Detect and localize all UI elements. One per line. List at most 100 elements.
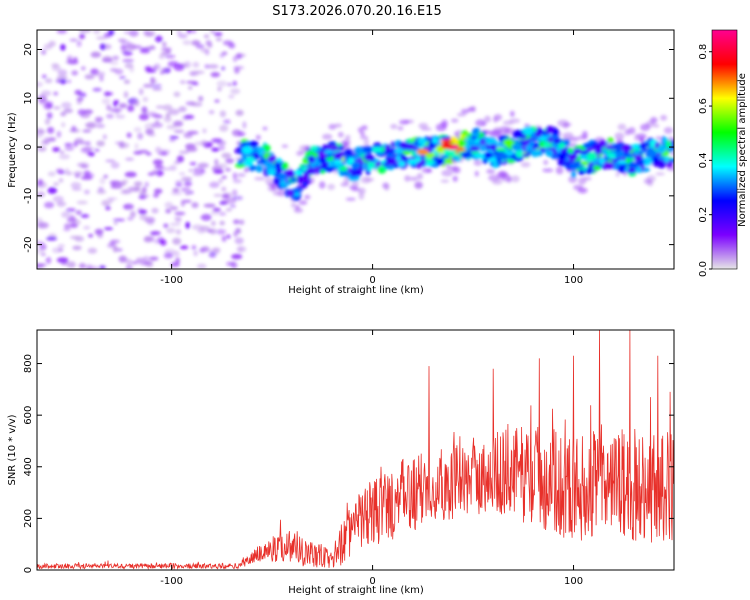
noise-speckle xyxy=(226,261,236,266)
noise-speckle xyxy=(92,87,102,92)
colorbar-label: Normalized spectral amplitude xyxy=(737,73,748,227)
ridge-cell xyxy=(627,162,639,169)
noise-speckle xyxy=(192,172,204,177)
ridge-halo xyxy=(281,144,289,148)
ridge-cell xyxy=(637,158,645,166)
ridge-halo xyxy=(474,170,479,177)
noise-speckle xyxy=(37,179,44,186)
ridge-halo xyxy=(349,185,359,190)
noise-speckle xyxy=(52,247,62,254)
noise-speckle xyxy=(163,252,174,259)
ridge-halo xyxy=(296,150,304,156)
noise-speckle xyxy=(210,72,221,78)
noise-speckle xyxy=(73,171,84,176)
ridge-cell xyxy=(384,144,391,151)
ridge-halo xyxy=(473,159,482,166)
noise-speckle xyxy=(232,172,238,180)
ridge-cell xyxy=(320,165,330,170)
noise-speckle xyxy=(44,201,55,209)
noise-speckle xyxy=(103,174,108,179)
ridge-halo xyxy=(358,192,365,200)
noise-speckle xyxy=(147,172,155,176)
noise-speckle xyxy=(115,114,126,119)
noise-speckle xyxy=(39,243,47,251)
noise-speckle xyxy=(189,101,196,106)
noise-speckle xyxy=(99,265,106,269)
noise-speckle xyxy=(99,177,106,185)
noise-speckle xyxy=(169,165,177,171)
noise-speckle xyxy=(191,202,199,209)
ridge-halo xyxy=(334,123,342,128)
ridge-cell xyxy=(455,155,461,162)
noise-speckle xyxy=(232,195,244,201)
ridge-halo xyxy=(454,132,460,138)
noise-speckle xyxy=(127,205,134,210)
ridge-halo xyxy=(510,175,520,183)
noise-speckle xyxy=(84,75,95,79)
noise-speckle xyxy=(145,111,158,116)
noise-speckle xyxy=(213,194,223,197)
noise-speckle xyxy=(127,216,134,221)
noise-speckle xyxy=(180,187,191,193)
noise-speckle xyxy=(144,181,149,188)
noise-speckle xyxy=(65,208,77,212)
ridge-halo xyxy=(655,172,665,176)
ridge-cell xyxy=(425,152,435,159)
noise-speckle xyxy=(169,222,181,227)
noise-speckle xyxy=(81,66,86,71)
noise-speckle xyxy=(201,246,210,253)
ridge-cell xyxy=(237,159,243,165)
ridge-halo xyxy=(322,133,333,140)
noise-speckle xyxy=(129,30,139,37)
ridge-cell xyxy=(339,165,348,172)
noise-speckle xyxy=(170,206,179,211)
noise-speckle xyxy=(47,126,55,134)
ridge-cell xyxy=(399,142,410,150)
noise-speckle xyxy=(53,182,59,186)
noise-speckle xyxy=(184,180,192,187)
noise-speckle xyxy=(193,167,205,174)
ridge-halo xyxy=(640,123,651,131)
noise-speckle xyxy=(69,38,78,42)
noise-speckle xyxy=(155,146,162,154)
noise-speckle xyxy=(221,235,227,242)
noise-speckle xyxy=(76,97,84,102)
noise-speckle xyxy=(133,127,142,133)
ridge-cell xyxy=(642,148,649,152)
ridge-halo xyxy=(244,165,250,173)
noise-speckle xyxy=(228,42,236,49)
noise-speckle xyxy=(238,246,243,254)
noise-speckle xyxy=(57,244,65,248)
ridge-cell xyxy=(592,159,598,166)
noise-speckle xyxy=(200,140,208,146)
ridge-cell xyxy=(607,137,614,143)
ridge-halo xyxy=(509,110,515,117)
noise-speckle xyxy=(219,110,227,118)
noise-speckle xyxy=(141,106,148,114)
colorbar-tick-label: 0.4 xyxy=(698,152,709,168)
noise-speckle xyxy=(232,189,238,197)
spectrogram-ytick-label: -20 xyxy=(23,236,34,252)
noise-speckle xyxy=(204,48,210,56)
ridge-cell xyxy=(305,167,315,175)
ridge-halo xyxy=(452,175,458,182)
ridge-cell xyxy=(281,162,289,170)
noise-speckle xyxy=(172,188,180,193)
noise-speckle xyxy=(225,208,233,212)
noise-speckle xyxy=(185,221,190,229)
noise-speckle xyxy=(101,200,111,207)
noise-speckle xyxy=(178,106,187,113)
spectrogram-ytick-label: 10 xyxy=(23,92,34,105)
snr-xtick-label: 0 xyxy=(369,576,375,587)
ridge-halo xyxy=(484,115,491,123)
noise-speckle xyxy=(109,180,121,185)
ridge-cell xyxy=(557,152,567,161)
noise-speckle xyxy=(64,145,75,151)
snr-xlabel: Height of straight line (km) xyxy=(288,585,424,596)
ridge-halo xyxy=(555,166,564,175)
ridge-cell xyxy=(417,137,428,145)
noise-speckle xyxy=(221,51,228,56)
noise-speckle xyxy=(160,68,167,72)
noise-speckle xyxy=(216,228,226,235)
ridge-cell xyxy=(292,170,303,176)
